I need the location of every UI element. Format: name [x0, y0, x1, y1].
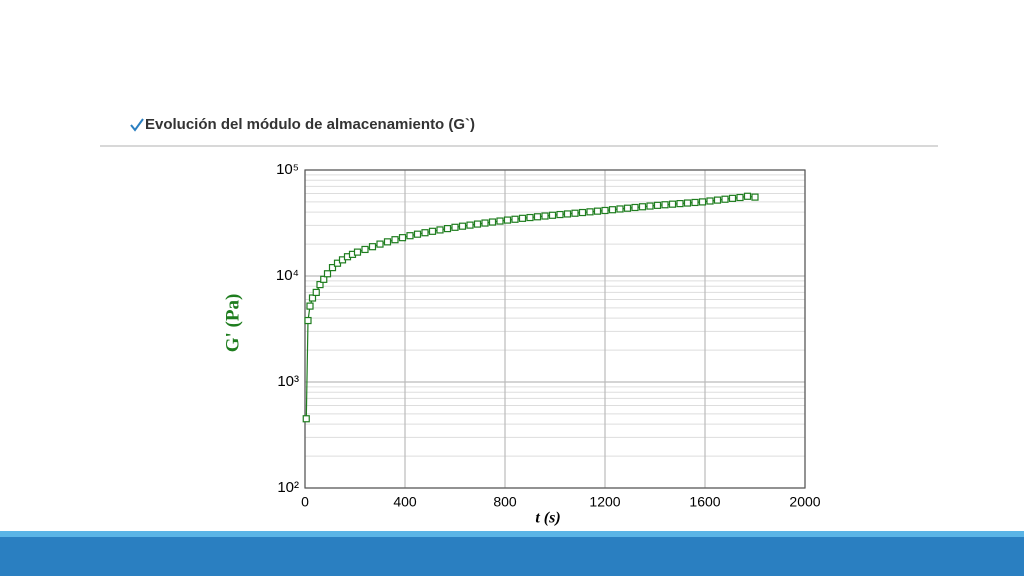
data-point	[533, 213, 542, 221]
x-tick-label: 800	[493, 494, 517, 510]
check-icon	[130, 118, 144, 132]
y-tick-label: 10²	[277, 479, 299, 496]
data-point	[413, 230, 422, 238]
data-point	[481, 219, 489, 227]
data-point	[743, 192, 752, 200]
data-point	[623, 204, 632, 212]
data-point	[458, 222, 467, 230]
data-point	[406, 232, 414, 240]
footer-bar	[0, 537, 1024, 576]
data-point	[736, 193, 744, 202]
y-tick-label: 10⁴	[276, 267, 299, 284]
data-point	[421, 229, 429, 237]
data-point	[428, 227, 437, 235]
data-point	[376, 240, 384, 248]
data-point	[304, 316, 312, 325]
data-point	[706, 197, 714, 205]
data-point	[751, 193, 759, 201]
data-point	[526, 213, 534, 222]
data-point	[316, 280, 324, 289]
data-point	[436, 226, 444, 234]
y-tick-label: 10⁵	[276, 161, 299, 178]
data-point	[563, 210, 572, 218]
data-point	[631, 203, 639, 212]
data-point	[548, 211, 557, 219]
data-point	[571, 209, 579, 217]
data-point	[488, 218, 497, 226]
data-point	[320, 275, 328, 283]
data-point	[713, 196, 722, 204]
data-point	[308, 294, 317, 302]
data-point	[646, 202, 654, 210]
data-point	[391, 236, 399, 244]
data-point	[601, 206, 609, 215]
data-point	[306, 302, 314, 310]
data-point	[323, 270, 332, 278]
data-point	[302, 415, 310, 423]
x-tick-label: 0	[301, 494, 309, 510]
x-axis-label: t (s)	[535, 510, 560, 527]
data-point	[451, 223, 459, 231]
data-point	[661, 201, 669, 209]
data-point	[728, 194, 737, 202]
y-axis-label: G' (Pa)	[222, 294, 243, 353]
data-point	[518, 214, 527, 222]
data-point	[691, 198, 699, 207]
data-point	[653, 201, 662, 209]
plot-frame	[304, 169, 806, 489]
data-point	[398, 234, 407, 242]
data-point	[608, 206, 617, 214]
data-point	[473, 220, 482, 228]
x-tick-label: 1200	[589, 494, 620, 510]
y-tick-label: 10³	[277, 373, 299, 390]
data-point	[698, 198, 707, 206]
data-point	[556, 210, 564, 219]
x-tick-label: 1600	[689, 494, 720, 510]
x-tick-label: 400	[393, 494, 417, 510]
data-point	[668, 200, 677, 208]
data-point	[383, 238, 392, 246]
data-point	[353, 248, 362, 256]
data-point	[368, 243, 377, 251]
data-point	[683, 199, 692, 207]
data-point	[638, 203, 647, 211]
data-point	[541, 212, 549, 220]
data-point	[578, 208, 587, 217]
data-point	[443, 225, 452, 233]
data-point	[586, 208, 594, 216]
slide-title: Evolución del módulo de almacenamiento (…	[145, 116, 475, 133]
data-point	[593, 207, 602, 215]
data-point	[312, 288, 320, 297]
data-point	[511, 215, 519, 223]
data-point	[616, 205, 624, 213]
data-point	[503, 216, 512, 224]
data-point	[496, 217, 504, 225]
data-point	[676, 199, 684, 208]
x-tick-label: 2000	[789, 494, 820, 510]
data-point	[466, 221, 474, 229]
data-point	[721, 195, 729, 203]
data-point	[361, 245, 369, 254]
footer-stripe	[0, 531, 1024, 537]
data-point	[328, 264, 337, 272]
